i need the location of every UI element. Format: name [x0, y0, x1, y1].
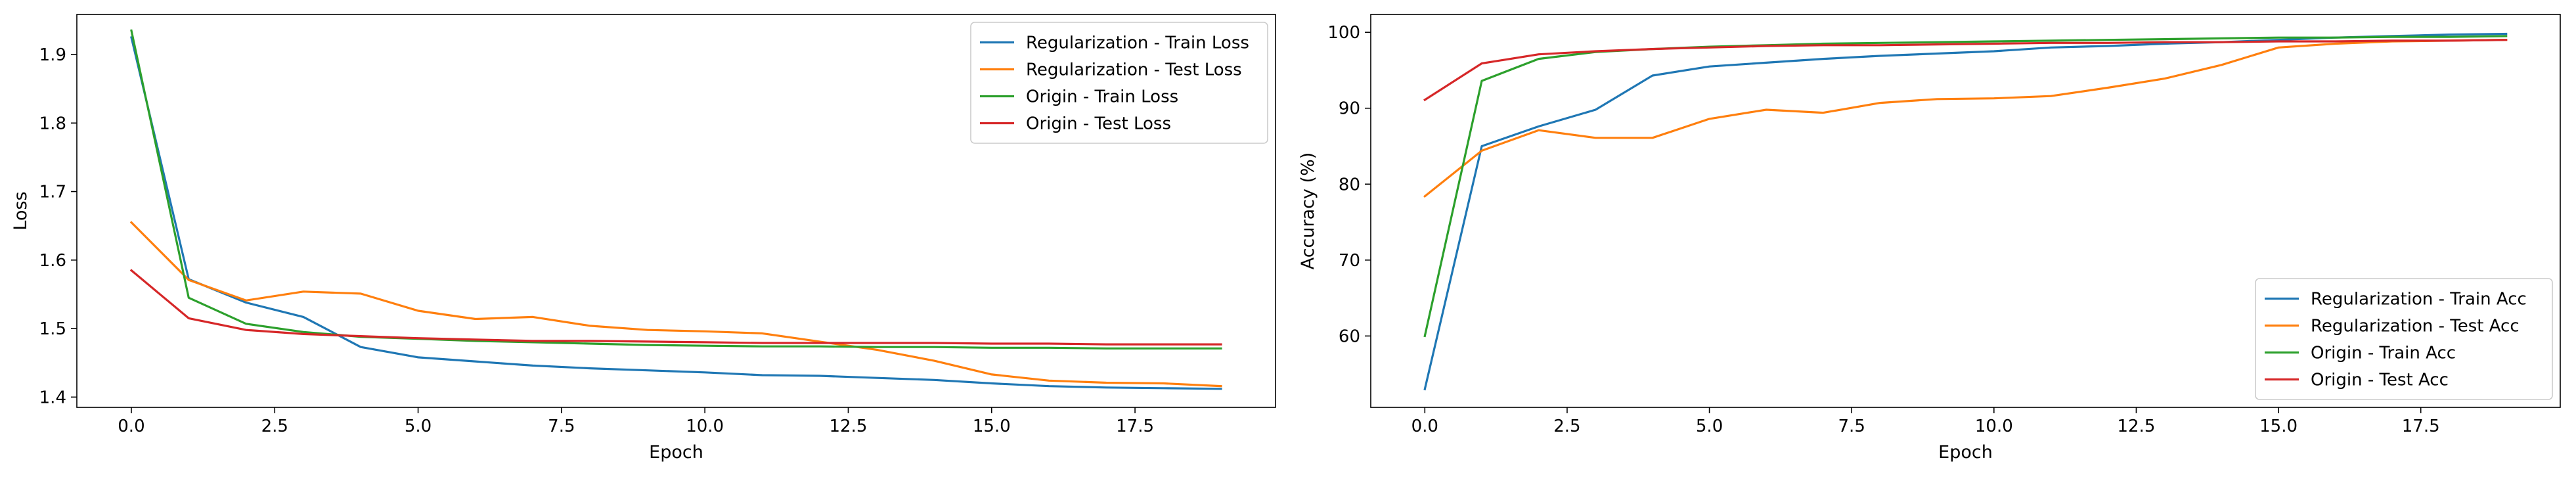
legend-label-4: Origin - Test Loss	[1026, 114, 1171, 134]
legend: Regularization - Train Acc Regularization…	[2255, 278, 2553, 400]
chart-1: 0.0 2.5 5.0 7.5 10.0 12.5 15.0 17.5 1.4 1.5 1.6 1.7…	[11, 14, 1276, 463]
x-tick-label: 2.5	[261, 417, 288, 436]
legend-box	[970, 22, 1268, 144]
x-tick-label: 2.5	[1553, 417, 1580, 436]
series-line-4	[129, 269, 1222, 346]
y-tick-label: 1.7	[39, 183, 66, 202]
legend-label-3: Origin - Train Acc	[2311, 344, 2456, 363]
legend-box	[2255, 278, 2553, 400]
legend-label-2: Regularization - Test Acc	[2311, 317, 2520, 336]
y-tick-label: 100	[1327, 23, 1360, 43]
x-tick-label: 0.0	[1411, 417, 1438, 436]
x-tick-label: 15.0	[973, 417, 1011, 436]
y-tick-label: 70	[1339, 251, 1360, 271]
y-tick-label: 80	[1339, 175, 1360, 194]
series-lines	[129, 29, 1222, 390]
x-tick-label: 5.0	[405, 417, 432, 436]
series-line-1	[130, 35, 1222, 390]
x-tick-label: 15.0	[2259, 417, 2298, 436]
plot-frame	[76, 14, 1276, 408]
series-line-4	[1423, 39, 2508, 102]
x-tick-label: 5.0	[1696, 417, 1723, 436]
y-axis-label: Accuracy (%)	[1298, 152, 1318, 270]
series-line-3	[130, 29, 1222, 350]
x-tick-label: 17.5	[1116, 417, 1154, 436]
chart-2: 0.0 2.5 5.0 7.5 10.0 12.5 15.0 17.5 60 70 80 90 100 E…	[1298, 14, 2561, 463]
legend: Regularization - Train Loss Regularizatio…	[970, 22, 1268, 144]
legend-label-4: Origin - Test Acc	[2311, 371, 2449, 390]
y-tick-label: 60	[1339, 327, 1360, 346]
x-axis-label: Epoch	[649, 442, 703, 463]
x-tick-label: 0.0	[118, 417, 144, 436]
x-tick-label: 12.5	[2118, 417, 2156, 436]
y-tick-label: 1.9	[39, 45, 66, 65]
legend-label-3: Origin - Train Loss	[1026, 87, 1178, 107]
y-tick-label: 1.6	[39, 251, 66, 271]
x-axis-label: Epoch	[1938, 442, 1993, 463]
x-tick-label: 10.0	[686, 417, 724, 436]
plot-frame	[1370, 14, 2561, 408]
x-tick-label: 17.5	[2402, 417, 2440, 436]
legend-label-2: Regularization - Test Loss	[1026, 60, 1242, 80]
x-tick-label: 7.5	[548, 417, 575, 436]
series-line-2	[1423, 39, 2508, 198]
series-line-2	[129, 221, 1222, 388]
x-tick-label: 7.5	[1838, 417, 1865, 436]
legend-label-1: Regularization - Train Loss	[1026, 34, 1249, 53]
y-tick-label: 1.8	[39, 114, 66, 133]
y-tick-label: 90	[1339, 99, 1360, 119]
legend-label-1: Regularization - Train Acc	[2311, 290, 2527, 309]
x-tick-label: 12.5	[830, 417, 868, 436]
y-axis-label: Loss	[11, 191, 31, 230]
series-lines	[1423, 32, 2508, 391]
x-tick-label: 10.0	[1975, 417, 2013, 436]
y-tick-label: 1.5	[39, 319, 66, 339]
y-tick-label: 1.4	[39, 388, 66, 407]
